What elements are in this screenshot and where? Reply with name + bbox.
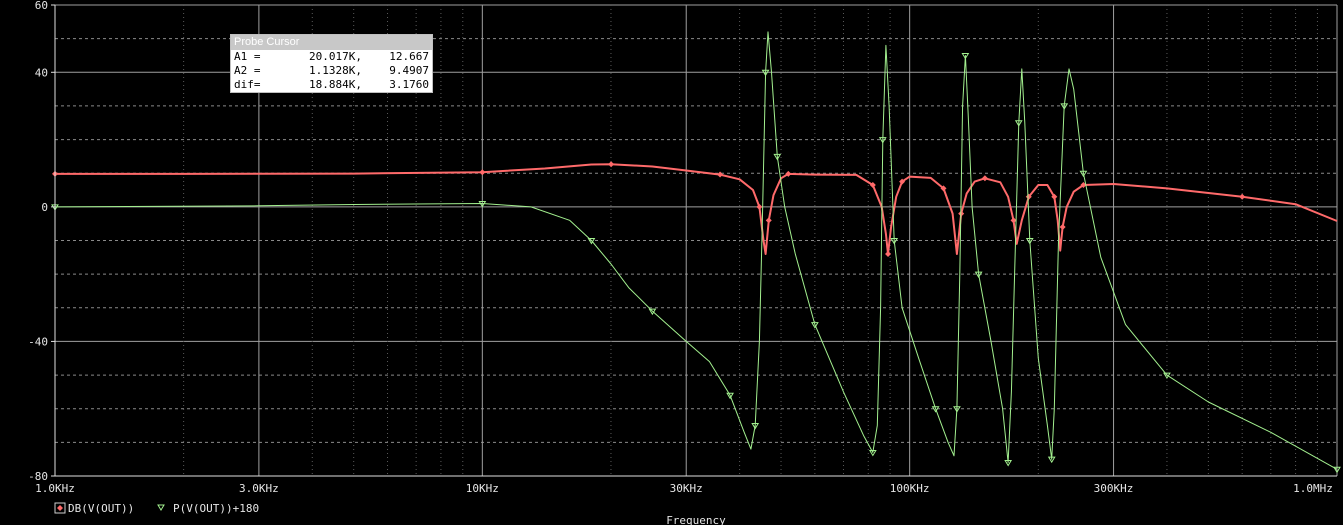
x-tick-label: 100KHz <box>890 482 930 495</box>
data-point <box>1333 466 1341 474</box>
data-point <box>1004 460 1013 467</box>
grid <box>54 4 1338 477</box>
data-point <box>478 200 487 208</box>
data-point <box>810 322 819 329</box>
probe-row-a1: A1 = 20.017K, 12.667 <box>231 50 432 64</box>
y-tick-label: 40 <box>35 66 48 79</box>
x-tick-label: 10KHz <box>466 482 499 495</box>
data-point <box>479 169 486 176</box>
data-point <box>868 449 877 457</box>
data-point <box>1051 193 1058 200</box>
probe-row-x: 18.884K, <box>309 78 362 91</box>
probe-row-x: 20.017K, <box>309 50 362 63</box>
y-tick-label: -40 <box>28 335 48 348</box>
legend-label: DB(V(OUT)) <box>68 502 134 515</box>
x-tick-label: 1.0MHz <box>1293 482 1333 495</box>
legend-label: P(V(OUT))+180 <box>173 502 259 515</box>
data-point <box>761 69 770 77</box>
data-point <box>940 185 947 192</box>
data-point <box>869 181 876 188</box>
data-point <box>1059 224 1066 231</box>
x-tick-label: 1.0KHz <box>35 482 75 495</box>
probe-cursor-window[interactable]: Probe Cursor A1 = 20.017K, 12.667 A2 = 1… <box>230 34 433 93</box>
data-point <box>726 392 734 400</box>
x-tick-label: 300KHz <box>1094 482 1134 495</box>
axes-layer: 60 40 0 -40 -801.0KHz 3.0KHz 10KHz 30KHz 100KHz 3… <box>28 0 1337 495</box>
series-1 <box>52 161 1338 257</box>
data-point <box>1047 456 1056 464</box>
data-point <box>785 170 792 177</box>
data-point <box>961 52 970 60</box>
data-point <box>1239 193 1246 200</box>
series-line <box>55 163 1338 255</box>
data-point <box>981 175 988 182</box>
probe-cursor-title[interactable]: Probe Cursor <box>231 35 432 50</box>
x-tick-label: 30KHz <box>670 482 703 495</box>
probe-row-a2: A2 = 1.1328K, 9.4907 <box>231 64 432 78</box>
data-point <box>931 406 940 413</box>
data-point <box>1080 181 1087 188</box>
probe-row-label: A2 = <box>234 64 261 77</box>
data-point <box>1010 217 1017 224</box>
data-point <box>765 217 772 224</box>
x-tick-label: 3.0KHz <box>239 482 279 495</box>
data-point <box>974 271 983 279</box>
series-layer <box>51 31 1341 474</box>
probe-row-y: 9.4907 <box>389 64 429 77</box>
data-point <box>773 153 782 161</box>
probe-row-label: dif= <box>234 78 261 91</box>
data-point <box>1060 103 1069 110</box>
data-point <box>608 161 615 168</box>
y-tick-label: -80 <box>28 470 48 483</box>
data-point <box>756 203 763 210</box>
legend-marker-box <box>54 502 66 514</box>
data-point <box>1079 170 1088 178</box>
series-2 <box>51 31 1341 474</box>
data-point <box>717 171 724 178</box>
data-point <box>751 423 760 430</box>
data-point <box>1025 193 1032 200</box>
probe-row-dif: dif= 18.884K, 3.1760 <box>231 78 432 92</box>
data-point <box>878 137 887 144</box>
data-point <box>890 238 899 245</box>
x-axis-label: Frequency <box>666 514 726 525</box>
legend: DB(V(OUT)) P(V(OUT))+180 <box>54 502 259 515</box>
y-tick-label: 60 <box>35 0 48 12</box>
data-point <box>953 406 961 413</box>
data-point <box>648 308 657 316</box>
probe-row-y: 3.1760 <box>389 78 429 91</box>
probe-row-x: 1.1328K, <box>309 64 362 77</box>
legend-marker-triangle <box>157 504 165 511</box>
legend-marker-diamond <box>57 505 63 511</box>
data-point <box>587 238 596 245</box>
data-point <box>1025 238 1034 245</box>
series-line <box>54 31 1338 470</box>
y-tick-label: 0 <box>41 201 48 214</box>
probe-row-y: 12.667 <box>389 50 429 63</box>
data-point <box>885 250 892 257</box>
data-point <box>1163 372 1171 380</box>
data-point <box>899 178 906 185</box>
data-point <box>1014 120 1023 127</box>
probe-row-label: A1 = <box>234 50 261 63</box>
